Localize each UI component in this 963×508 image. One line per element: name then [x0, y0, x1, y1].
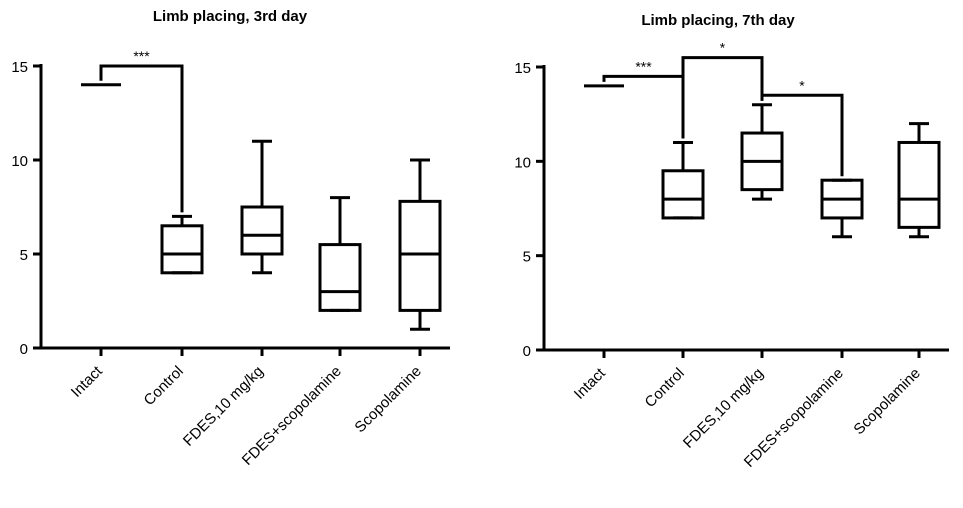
x-tick-label: Scopolamine — [351, 363, 424, 436]
y-tick-label: 0 — [523, 343, 531, 360]
significance-label: *** — [133, 48, 150, 64]
x-tick-label: Control — [642, 365, 688, 411]
y-tick-label: 10 — [11, 153, 28, 170]
chart-panel-3rd-day: Limb placing, 3rd day 0 5 10 15 Intact Contro… — [11, 8, 450, 469]
x-tick-label: Scopolamine — [850, 365, 923, 438]
box-iqr — [318, 243, 362, 312]
significance-label: *** — [635, 58, 652, 74]
y-tick-label: 15 — [514, 60, 531, 77]
significance-bracket: *** — [602, 58, 685, 139]
box-plot — [398, 158, 442, 331]
chart-panel-7th-day: Limb placing, 7th day 0 5 10 15 Intact Contro… — [514, 12, 949, 471]
box-plot — [318, 196, 362, 312]
y-tick-label: 5 — [20, 247, 28, 264]
box-plot — [740, 103, 784, 201]
chart-title: Limb placing, 7th day — [641, 12, 795, 29]
y-tick-label: 5 — [523, 249, 531, 266]
significance-bracket: *** — [99, 48, 184, 213]
box-plot — [820, 178, 864, 239]
x-tick-label: Control — [141, 363, 187, 409]
x-tick-label: FDES,10 mg/kg — [180, 363, 267, 450]
box-plot — [661, 140, 705, 220]
bracket-line — [681, 56, 764, 139]
significance-bracket: * — [760, 77, 844, 177]
x-tick-label: Intact — [68, 362, 107, 401]
box-plot — [240, 139, 284, 275]
significance-label: * — [799, 77, 805, 93]
x-tick-label: Intact — [571, 364, 610, 403]
box-plot — [897, 122, 941, 239]
y-tick-label: 0 — [20, 341, 28, 358]
box-iqr — [661, 169, 705, 220]
box-iqr — [240, 205, 284, 256]
chart-title: Limb placing, 3rd day — [153, 8, 308, 25]
bracket-line — [760, 93, 844, 177]
y-tick-label: 10 — [514, 154, 531, 171]
box-plot — [160, 214, 204, 275]
bracket-line — [99, 64, 184, 213]
x-tick-label: FDES,10 mg/kg — [680, 365, 767, 452]
significance-label: * — [720, 40, 726, 56]
significance-bracket: * — [681, 40, 764, 139]
box-iqr — [897, 140, 941, 229]
y-tick-label: 15 — [11, 59, 28, 76]
box-iqr — [160, 224, 204, 275]
box-iqr — [398, 199, 442, 312]
